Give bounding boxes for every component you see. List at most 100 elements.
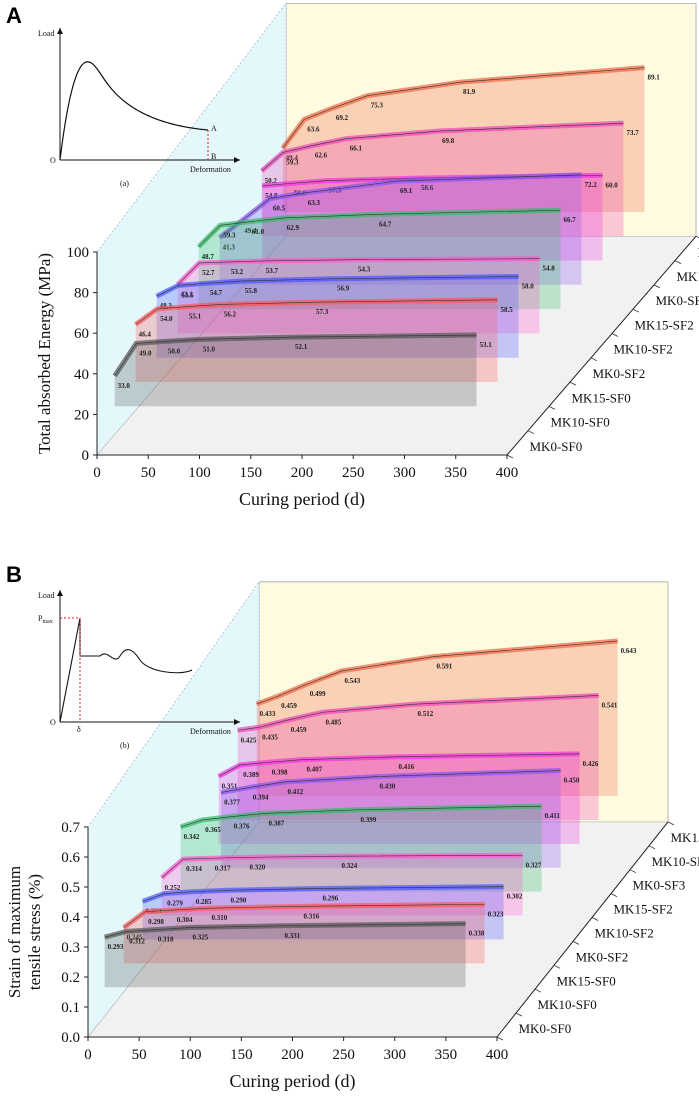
- data-label: 0.296: [323, 894, 339, 902]
- data-label: 51.0: [203, 345, 216, 353]
- x-tick-label: 100: [188, 465, 211, 481]
- x-tick-label: 250: [332, 1047, 355, 1063]
- data-label: 50.2: [265, 177, 278, 185]
- data-label: 0.351: [222, 782, 238, 790]
- depth-tick: [674, 260, 682, 264]
- series-line-edge: [142, 886, 504, 902]
- depth-tick: [496, 1036, 504, 1041]
- panel-a-label: A: [6, 3, 22, 28]
- data-label: 54.8: [543, 265, 556, 273]
- data-label: 0.426: [583, 760, 599, 768]
- data-label: 0.285: [196, 898, 212, 906]
- depth-tick: [632, 308, 640, 313]
- series-line-edge: [282, 67, 645, 149]
- series-mk10-sf0: 46.4 54.0 55.1 56.2 57.3 58.5: [134, 297, 513, 383]
- data-label: 63.6: [307, 125, 320, 133]
- data-label: 0.376: [234, 823, 250, 831]
- data-label: 66.1: [350, 145, 363, 153]
- data-label: 81.9: [463, 88, 476, 96]
- data-label: 0.499: [310, 690, 326, 698]
- depth-tick: [648, 845, 656, 850]
- depth-label: MK0-SF3: [633, 878, 686, 893]
- data-label: 0.365: [205, 826, 221, 834]
- data-label: 0.312: [129, 937, 145, 945]
- y-tick-label: 20: [74, 407, 89, 423]
- data-label: 53.6: [181, 291, 194, 299]
- data-label: 58.6: [421, 184, 434, 192]
- x-axis-title: Curing period (d): [239, 489, 365, 510]
- inset-peak-label: Pmax: [38, 614, 53, 625]
- data-label: 0.252: [165, 884, 181, 892]
- x-tick-label: 300: [384, 1047, 407, 1063]
- data-label: 0.416: [399, 763, 415, 771]
- depth-axis: [506, 235, 697, 456]
- data-label: 0.399: [361, 816, 377, 824]
- series-mk10-sf0: 0.245 0.298 0.304 0.310 0.316 0.323: [122, 901, 504, 964]
- data-label: 54.7: [210, 289, 223, 297]
- series-line-edge: [104, 923, 466, 938]
- inset-x-arrow: [234, 719, 240, 725]
- data-label: 56.9: [337, 285, 350, 293]
- series-mk0-sf0: 33.0 49.0 50.0 51.0 52.1 53.1: [112, 332, 493, 407]
- data-label: 69.8: [442, 137, 455, 145]
- inset-origin: O: [50, 718, 56, 727]
- depth-tick: [590, 357, 598, 362]
- x-tick-label: 0: [93, 465, 101, 481]
- depth-tick: [653, 284, 661, 289]
- inset-caption: (b): [120, 741, 130, 750]
- y-tick-label: 100: [67, 245, 90, 261]
- x-tick-label: 400: [496, 465, 519, 481]
- x-tick-label: 50: [132, 1047, 147, 1063]
- inset-point-a: A: [211, 124, 217, 133]
- data-label: 49.4: [286, 154, 299, 162]
- y-tick-label: 40: [74, 367, 89, 383]
- series-mk0-sf2: 0.252 0.314 0.317 0.320 0.324 0.327: [160, 852, 542, 916]
- series-area: [104, 923, 466, 988]
- data-label: 0.317: [215, 864, 231, 872]
- data-label: 58.0: [522, 283, 535, 291]
- depth-label: MK0-SF2: [593, 366, 646, 381]
- data-label: 0.325: [193, 934, 209, 942]
- depth-label: MK10-SF2: [614, 342, 673, 357]
- series-line-edge: [198, 209, 561, 248]
- data-label: 62.9: [287, 224, 300, 232]
- data-label: 0.310: [212, 914, 228, 922]
- depth-tick: [527, 430, 535, 435]
- data-label: 53.7: [266, 267, 279, 275]
- inset-curve: [59, 61, 209, 161]
- series-line-edge: [261, 122, 624, 172]
- x-tick-label: 150: [240, 465, 263, 481]
- depth-tick: [611, 333, 619, 337]
- data-label: 55.1: [189, 313, 202, 321]
- series-line-edge: [135, 299, 498, 325]
- series-area: [218, 753, 580, 844]
- data-label: 0.543: [345, 677, 361, 685]
- y-tick-label: 0.3: [61, 940, 80, 956]
- depth-tick: [548, 406, 556, 410]
- depth-tick: [572, 941, 580, 945]
- data-label: 53.1: [480, 341, 493, 349]
- data-label: 48.7: [202, 253, 215, 261]
- data-label: 63.3: [308, 199, 321, 207]
- data-label: 0.245: [127, 934, 143, 942]
- data-label: 0.407: [307, 766, 323, 774]
- series-line-edge: [114, 334, 477, 377]
- x-tick-label: 250: [342, 465, 365, 481]
- series-mk0-sf0: 0.293 0.312 0.318 0.325 0.331 0.338: [104, 921, 485, 988]
- y-tick-label: 0.4: [61, 910, 80, 926]
- data-label: 0.331: [285, 932, 301, 940]
- y-tick-label: 60: [74, 326, 89, 342]
- inset-caption: (a): [120, 179, 129, 188]
- data-label: 52.1: [295, 343, 308, 351]
- depth-tick: [591, 917, 599, 921]
- data-label: 55.8: [245, 287, 258, 295]
- panel-b-label: B: [6, 562, 22, 587]
- y-tick-label: 0.0: [61, 1030, 80, 1046]
- x-tick-label: 200: [291, 465, 314, 481]
- depth-label: MK15-SF3: [698, 244, 699, 259]
- data-label: 0.338: [469, 930, 485, 938]
- data-label: 59.3: [286, 158, 299, 166]
- data-label: 0.290: [231, 896, 247, 904]
